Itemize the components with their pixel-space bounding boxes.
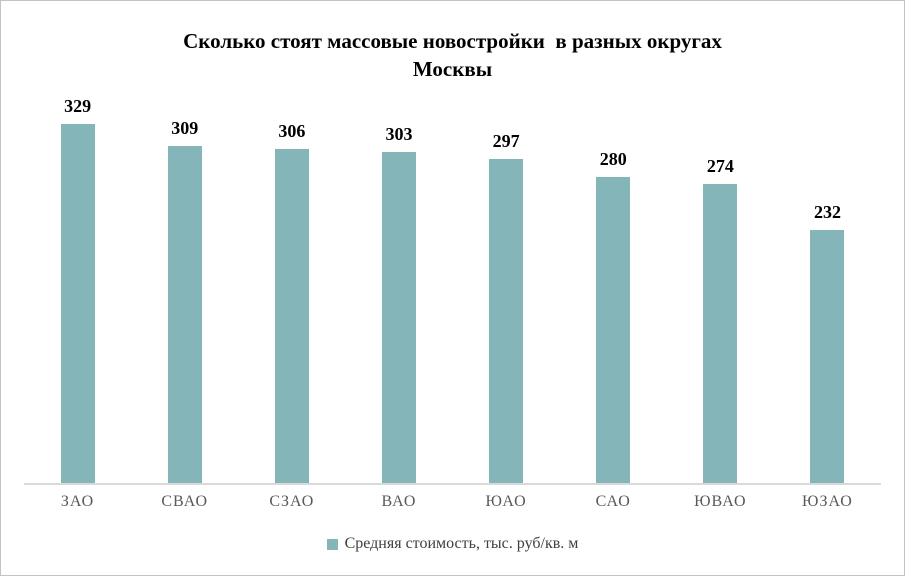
bar-value-label: 232 — [813, 202, 841, 222]
bar-group: 297 — [453, 131, 560, 483]
bar-group: 280 — [560, 149, 667, 483]
bar-group: 274 — [667, 156, 774, 483]
bar — [167, 146, 202, 483]
legend: Средняя стоимость, тыс. руб/кв. м — [1, 535, 904, 553]
x-axis-label: ЮАО — [485, 493, 527, 510]
bar — [596, 177, 631, 483]
bar — [381, 152, 416, 483]
bar-value-label: 274 — [706, 156, 734, 176]
bar — [489, 159, 524, 483]
x-axis-labels: ЗАО СВАО СЗАО ВАО ЮАО САО ЮВАО ЮЗАО — [1, 485, 904, 511]
bar-value-label: 280 — [599, 149, 627, 169]
x-axis-label: СВАО — [161, 493, 209, 510]
bar-group: 232 — [774, 202, 881, 483]
bar — [703, 184, 738, 483]
plot-area: 329 309 306 303 297 280 274 232 — [1, 91, 904, 483]
legend-marker-icon — [326, 538, 338, 550]
x-axis-label: ЮВАО — [694, 493, 747, 510]
x-axis-label: САО — [595, 493, 631, 510]
chart-title-line1: Сколько стоят массовые новостройки в раз… — [183, 29, 722, 53]
bar-group: 303 — [345, 124, 452, 483]
bar — [274, 149, 309, 483]
bar — [60, 124, 95, 483]
bar-value-label: 306 — [278, 121, 306, 141]
x-axis-label: СЗАО — [269, 493, 315, 510]
legend-label: Средняя стоимость, тыс. руб/кв. м — [344, 535, 579, 552]
x-axis-label: ВАО — [381, 493, 417, 510]
bar — [810, 230, 845, 483]
x-axis-line — [24, 483, 881, 485]
bar-value-label: 309 — [171, 118, 199, 138]
chart-title: Сколько стоят массовые новостройки в раз… — [1, 27, 904, 83]
x-axis-label: ЮЗАО — [802, 493, 853, 510]
bar-group: 306 — [238, 121, 345, 483]
bar-group: 329 — [24, 96, 131, 483]
x-axis-label: ЗАО — [60, 493, 95, 510]
bar-value-label: 303 — [385, 124, 413, 144]
bar-value-label: 297 — [492, 131, 520, 151]
chart-title-line2: Москвы — [412, 57, 493, 81]
bar-group: 309 — [131, 118, 238, 483]
bar-value-label: 329 — [64, 96, 92, 116]
